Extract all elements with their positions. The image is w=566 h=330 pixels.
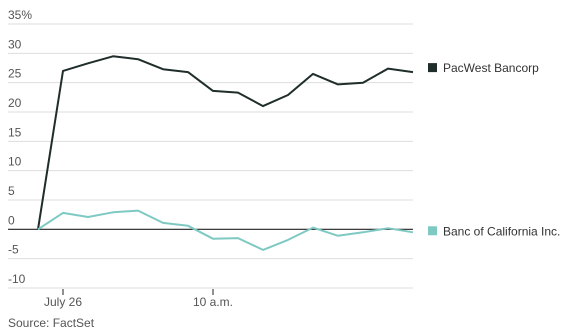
y-tick-label: -5	[8, 243, 19, 257]
source-note: Source: FactSet	[8, 316, 95, 330]
y-axis-ticks: -10 -5 0 5 10 15 20 25 30 35%	[8, 8, 32, 286]
y-tick-label: 15	[8, 125, 22, 139]
legend-label: Banc of California Inc.	[443, 224, 560, 238]
legend: PacWest Bancorp Banc of California Inc.	[428, 61, 560, 238]
y-tick-label: 0	[8, 213, 15, 227]
legend-swatch	[428, 63, 437, 73]
y-tick-label: 10	[8, 155, 22, 169]
x-tick-label: July 26	[44, 295, 82, 309]
legend-label: PacWest Bancorp	[443, 61, 539, 75]
legend-swatch	[428, 226, 437, 236]
x-tick-label: 10 a.m.	[193, 295, 233, 309]
y-tick-label: 35%	[8, 8, 32, 22]
x-axis-ticks: July 26 10 a.m.	[44, 289, 233, 309]
series-line-banc-of-california	[37, 209, 414, 251]
y-tick-label: 25	[8, 67, 22, 81]
grid	[8, 23, 413, 289]
series-lines	[37, 55, 414, 251]
y-tick-label: 20	[8, 96, 22, 110]
series-line-pacwest	[37, 55, 414, 230]
y-tick-label: 30	[8, 37, 22, 51]
y-tick-label: -10	[8, 272, 26, 286]
y-tick-label: 5	[8, 184, 15, 198]
